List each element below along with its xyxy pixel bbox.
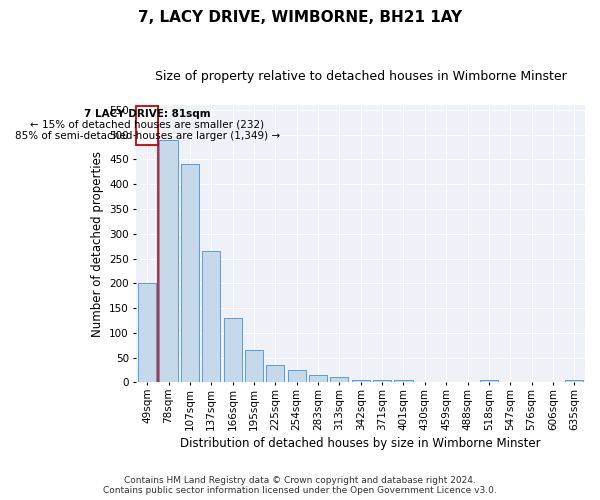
Bar [352,380,370,382]
Text: 7, LACY DRIVE, WIMBORNE, BH21 1AY: 7, LACY DRIVE, WIMBORNE, BH21 1AY [138,10,462,25]
Bar [202,251,220,382]
Bar [160,140,178,382]
Y-axis label: Number of detached properties: Number of detached properties [91,150,104,336]
Bar [373,380,391,382]
Bar [287,370,306,382]
FancyBboxPatch shape [136,106,158,144]
Text: Contains HM Land Registry data © Crown copyright and database right 2024.
Contai: Contains HM Land Registry data © Crown c… [103,476,497,495]
Bar [245,350,263,382]
X-axis label: Distribution of detached houses by size in Wimborne Minster: Distribution of detached houses by size … [181,437,541,450]
Bar [394,380,413,382]
Bar [309,375,327,382]
Bar [224,318,242,382]
Bar [266,365,284,382]
Bar [480,380,498,382]
Title: Size of property relative to detached houses in Wimborne Minster: Size of property relative to detached ho… [155,70,566,83]
Bar [181,164,199,382]
Bar [138,284,156,382]
Bar [331,378,349,382]
Bar [565,380,583,382]
Text: ← 15% of detached houses are smaller (232): ← 15% of detached houses are smaller (23… [30,120,264,130]
Text: 85% of semi-detached houses are larger (1,349) →: 85% of semi-detached houses are larger (… [14,131,280,141]
Text: 7 LACY DRIVE: 81sqm: 7 LACY DRIVE: 81sqm [84,109,211,119]
